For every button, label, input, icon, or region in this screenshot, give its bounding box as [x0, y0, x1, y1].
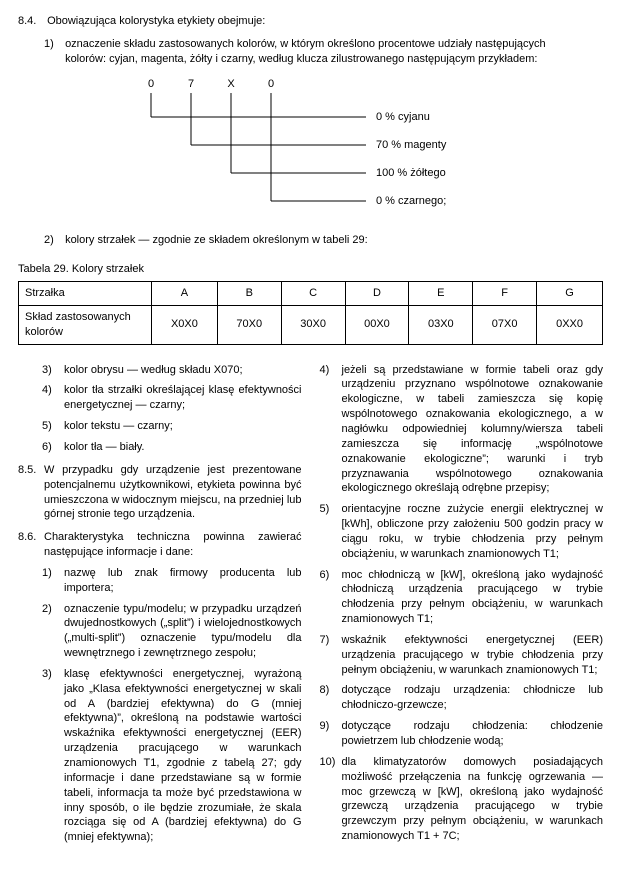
- two-column-body: 3) kolor obrysu — według składu X070; 4)…: [18, 359, 603, 851]
- digit-0a: 0: [147, 78, 153, 90]
- n2: 2) oznaczenie typu/modelu; w przypadku u…: [42, 602, 302, 661]
- item-number: 5): [320, 502, 342, 561]
- col-c: C: [281, 282, 345, 306]
- n8: 8) dotyczące rodzaju urządzenia: chłodni…: [320, 683, 604, 713]
- n9: 9) dotyczące rodzaju chłodzenia: chłodze…: [320, 719, 604, 749]
- item-text: wskaźnik efektywności energetycznej (EER…: [342, 633, 604, 678]
- val-c: 30X0: [281, 305, 345, 344]
- n3: 3) klasę efektywności energetycznej, wyr…: [42, 667, 302, 845]
- label-black: 0 % czarnego;: [376, 195, 446, 207]
- item-3: 3) kolor obrysu — według składu X070;: [42, 363, 302, 378]
- n5: 5) orientacyjne roczne zużycie energii e…: [320, 502, 604, 561]
- section-title: Obowiązująca kolorystyka etykiety obejmu…: [47, 14, 587, 29]
- col-e: E: [409, 282, 473, 306]
- val-e: 03X0: [409, 305, 473, 344]
- section-8-4: 8.4. Obowiązująca kolorystyka etykiety o…: [18, 14, 603, 29]
- item-text: orientacyjne roczne zużycie energii elek…: [342, 502, 604, 561]
- item-number: 3): [42, 667, 64, 845]
- table-29: Strzałka A B C D E F G Skład zastosowany…: [18, 281, 603, 345]
- item-number: 4): [320, 363, 342, 497]
- item-8-4-1: 1) oznaczenie składu zastosowanych kolor…: [44, 37, 603, 67]
- digit-x: X: [227, 78, 235, 90]
- val-g: 0XX0: [537, 305, 603, 344]
- col-b: B: [217, 282, 281, 306]
- item-text: kolor obrysu — według składu X070;: [64, 363, 302, 378]
- n6: 6) moc chłodniczą w [kW], określoną jako…: [320, 568, 604, 627]
- col-d: D: [345, 282, 409, 306]
- item-number: 4): [42, 383, 64, 413]
- item-number: 9): [320, 719, 342, 749]
- section-text: Charakterystyka techniczna powinna zawie…: [44, 530, 302, 560]
- item-text: oznaczenie typu/modelu; w przypadku urzą…: [64, 602, 302, 661]
- table-29-caption: Tabela 29. Kolory strzałek: [18, 262, 603, 277]
- item-text: moc chłodniczą w [kW], określoną jako wy…: [342, 568, 604, 627]
- item-number: 8): [320, 683, 342, 713]
- item-number: 6): [320, 568, 342, 627]
- section-8-6: 8.6. Charakterystyka techniczna powinna …: [18, 530, 302, 560]
- val-b: 70X0: [217, 305, 281, 344]
- item-number: 2): [42, 602, 64, 661]
- item-number: 5): [42, 419, 64, 434]
- col-f: F: [473, 282, 537, 306]
- section-number: 8.4.: [18, 14, 44, 29]
- val-f: 07X0: [473, 305, 537, 344]
- n4: 4) jeżeli są przedstawiane w formie tabe…: [320, 363, 604, 497]
- col-a: A: [152, 282, 218, 306]
- label-cyan: 0 % cyjanu: [376, 111, 430, 123]
- row-sklad: Skład zastosowanych kolorów: [19, 305, 152, 344]
- item-text: dotyczące rodzaju chłodzenia: chłodzenie…: [342, 719, 604, 749]
- n10: 10) dla klimatyzatorów domowych posiadaj…: [320, 755, 604, 844]
- item-number: 6): [42, 440, 64, 455]
- item-5: 5) kolor tekstu — czarny;: [42, 419, 302, 434]
- item-8-4-2: 2) kolory strzałek — zgodnie ze składem …: [44, 233, 603, 248]
- label-yellow: 100 % żółtego: [376, 167, 446, 179]
- section-8-5: 8.5. W przypadku gdy urządzenie jest pre…: [18, 463, 302, 522]
- n7: 7) wskaźnik efektywności energetycznej (…: [320, 633, 604, 678]
- item-text: kolor tekstu — czarny;: [64, 419, 302, 434]
- item-number: 3): [42, 363, 64, 378]
- item-text: kolor tła — biały.: [64, 440, 302, 455]
- item-text: nazwę lub znak firmowy producenta lub im…: [64, 566, 302, 596]
- left-column: 3) kolor obrysu — według składu X070; 4)…: [18, 359, 302, 851]
- item-number: 2): [44, 233, 62, 248]
- label-magenta: 70 % magenty: [376, 139, 447, 151]
- item-4: 4) kolor tła strzałki określającej klasę…: [42, 383, 302, 413]
- item-text: kolor tła strzałki określającej klasę ef…: [64, 383, 302, 413]
- item-text: klasę efektywności energetycznej, wyrażo…: [64, 667, 302, 845]
- item-text: oznaczenie składu zastosowanych kolorów,…: [65, 37, 585, 67]
- item-number: 1): [42, 566, 64, 596]
- item-number: 7): [320, 633, 342, 678]
- item-number: 1): [44, 37, 62, 52]
- val-d: 00X0: [345, 305, 409, 344]
- item-text: dotyczące rodzaju urządzenia: chłodnicze…: [342, 683, 604, 713]
- item-number: 10): [320, 755, 342, 844]
- section-number: 8.5.: [18, 463, 44, 522]
- th-strzalka: Strzałka: [19, 282, 152, 306]
- item-6: 6) kolor tła — biały.: [42, 440, 302, 455]
- digit-7: 7: [187, 78, 193, 90]
- item-text: kolory strzałek — zgodnie ze składem okr…: [65, 233, 585, 248]
- section-text: W przypadku gdy urządzenie jest prezento…: [44, 463, 302, 522]
- section-number: 8.6.: [18, 530, 44, 560]
- item-text: dla klimatyzatorów domowych posiadającyc…: [342, 755, 604, 844]
- val-a: X0X0: [152, 305, 218, 344]
- right-column: 4) jeżeli są przedstawiane w formie tabe…: [320, 359, 604, 851]
- item-text: jeżeli są przedstawiane w formie tabeli …: [342, 363, 604, 497]
- col-g: G: [537, 282, 603, 306]
- color-key-diagram: 0 7 X 0 0 % cyjanu 70 % magenty 100 % żó…: [111, 75, 511, 220]
- n1: 1) nazwę lub znak firmowy producenta lub…: [42, 566, 302, 596]
- digit-0b: 0: [267, 78, 273, 90]
